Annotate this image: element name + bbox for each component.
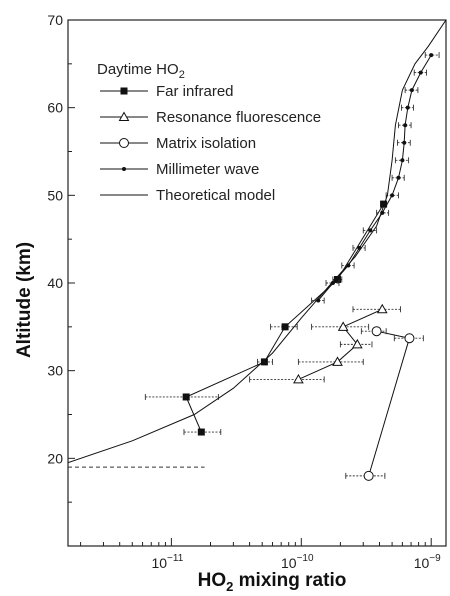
series-line-circle [368, 330, 411, 477]
x-axis-title-main: HO [198, 570, 227, 591]
point-triangle-4 [293, 373, 304, 384]
x-axis-title: HO2 mixing ratio [198, 570, 347, 594]
point-dot-12 [346, 263, 351, 268]
y-axis-title: Altitude (km) [14, 242, 35, 358]
x-tick-base: 10 [281, 555, 297, 571]
y-tick-label-20: 20 [47, 450, 63, 466]
legend-title-subscript: 2 [179, 69, 185, 81]
x-axis-title-rest: mixing ratio [233, 570, 346, 591]
point-dot-13 [330, 281, 335, 285]
legend-entry-none: Theoretical model [100, 187, 275, 204]
legend-entry-square: Far infrared [100, 83, 234, 100]
series-dot [311, 52, 440, 304]
legend-label: Resonance fluorescence [156, 109, 321, 126]
x-tick-exponent: −11 [167, 553, 184, 564]
legend-title: Daytime HO2 [97, 61, 185, 81]
x-tick-base: 10 [151, 555, 167, 571]
point-dot-5 [402, 140, 407, 145]
point-dot-3 [405, 105, 410, 110]
x-tick-exponent: −10 [297, 553, 314, 564]
point-dot-1 [418, 70, 423, 75]
x-tick-label-0: 10−11 [151, 553, 183, 571]
point-triangle-2 [351, 338, 363, 349]
y-tick-label-50: 50 [47, 187, 63, 203]
legend-swatch-marker [120, 87, 128, 95]
point-square-0 [380, 200, 388, 208]
series-none [68, 20, 446, 464]
point-square-3 [260, 358, 268, 366]
series-line-dot [317, 54, 432, 301]
point-dot-10 [368, 228, 373, 233]
point-square-5 [197, 428, 205, 436]
legend-swatch-marker [118, 111, 130, 121]
x-tick-base: 10 [414, 555, 430, 571]
legend-label: Theoretical model [156, 187, 275, 204]
x-tick-exponent: −9 [429, 553, 441, 564]
y-tick-label-70: 70 [47, 12, 63, 28]
x-tick-label-1: 10−10 [281, 553, 314, 571]
legend-label: Millimeter wave [156, 161, 259, 178]
point-triangle-0 [376, 303, 388, 314]
legend-entry-dot: Millimeter wave [100, 161, 259, 178]
series-line-square [185, 203, 385, 433]
point-circle-1 [404, 333, 415, 344]
point-square-4 [182, 393, 190, 401]
series-circle [345, 326, 424, 481]
legend: Daytime HO2 Far infrared Resonance fluores… [97, 61, 321, 204]
point-dot-8 [390, 193, 395, 198]
x-tick-label-2: 10−9 [414, 553, 441, 571]
y-tick-label-60: 60 [47, 100, 63, 116]
point-triangle-1 [337, 321, 349, 331]
series-square [144, 200, 388, 436]
series-triangle [249, 303, 401, 384]
point-circle-0 [371, 326, 382, 337]
point-dot-0 [429, 53, 434, 58]
legend-swatch-marker [122, 167, 126, 171]
point-triangle-3 [332, 356, 343, 366]
legend-label: Matrix isolation [156, 135, 256, 152]
y-tick-label-30: 30 [47, 363, 63, 379]
point-dot-2 [409, 88, 414, 93]
point-dot-7 [396, 175, 401, 180]
legend-entry-triangle: Resonance fluorescence [100, 109, 321, 126]
point-dot-6 [400, 158, 405, 163]
y-tick-label-40: 40 [47, 275, 63, 291]
point-square-2 [281, 323, 289, 331]
series-line-none [68, 20, 446, 464]
legend-label: Far infrared [156, 83, 234, 100]
point-circle-2 [363, 470, 374, 481]
series-layer [68, 20, 446, 481]
point-dot-4 [403, 123, 408, 128]
legend-title-main: Daytime HO [97, 61, 179, 78]
legend-swatch-marker [119, 138, 129, 148]
point-square-1 [334, 275, 342, 283]
x-axis-title-subscript: 2 [226, 579, 233, 594]
legend-entry-circle: Matrix isolation [100, 135, 256, 152]
